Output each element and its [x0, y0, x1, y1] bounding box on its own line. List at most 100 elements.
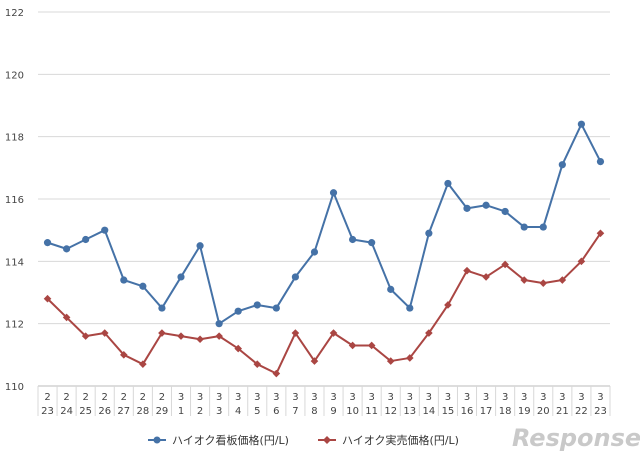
x-tick-label-month: 3 — [464, 392, 470, 403]
series-1-point — [501, 207, 509, 216]
x-tick-label-month: 3 — [216, 392, 222, 403]
y-tick-label: 118 — [5, 133, 24, 144]
x-tick-label-month: 2 — [44, 392, 50, 403]
series-2-point — [558, 276, 567, 284]
series-1-point — [425, 229, 433, 237]
x-tick-label-month: 2 — [121, 392, 127, 403]
series-1-point — [520, 223, 528, 231]
series-2-point — [367, 341, 376, 350]
x-tick-label-month: 3 — [235, 392, 241, 403]
series-2-point — [501, 260, 509, 269]
legend-label-series-1: ハイオク看板価格(円/L) — [172, 433, 289, 447]
x-axis: 2232242252262272282293132333435363738393… — [37, 385, 611, 417]
series-1-point — [368, 239, 376, 247]
x-tick-label-day: 18 — [499, 406, 512, 417]
series-2-point — [310, 357, 319, 365]
x-tick-label-month: 3 — [178, 392, 184, 403]
series-2-point — [234, 344, 242, 353]
x-tick-label-day: 16 — [461, 406, 474, 417]
x-tick-label-month: 3 — [407, 392, 413, 403]
series-2-point — [386, 357, 395, 365]
x-tick-label-month: 3 — [597, 392, 603, 403]
x-tick-label-month: 2 — [159, 392, 165, 403]
x-tick-label-day: 22 — [575, 406, 588, 417]
x-tick-label-month: 3 — [426, 392, 432, 403]
legend-label-series-2: ハイオク実売価格(円/L) — [342, 433, 459, 447]
series-2-point — [196, 335, 204, 344]
x-tick-label-day: 15 — [442, 406, 455, 417]
legend-marker-series-2 — [323, 436, 331, 444]
x-tick-label-day: 23 — [594, 406, 607, 417]
series-1-point — [558, 161, 566, 169]
series-2-point — [596, 229, 605, 238]
series-1-point — [63, 245, 71, 253]
series-1-point — [139, 282, 147, 290]
x-tick-label-month: 3 — [311, 392, 317, 403]
series-1-point — [291, 273, 299, 281]
series-2-point — [62, 313, 71, 322]
x-tick-label-day: 6 — [273, 406, 279, 417]
legend-marker-series-1 — [153, 436, 161, 444]
x-tick-label-month: 2 — [63, 392, 69, 403]
series-2-point — [177, 332, 185, 340]
series-2-point — [406, 354, 414, 362]
x-tick-label-month: 3 — [483, 392, 489, 403]
series-1-point — [310, 248, 319, 256]
series-1-point — [101, 226, 109, 234]
x-tick-label-month: 3 — [349, 392, 355, 403]
x-tick-label-day: 5 — [254, 406, 260, 417]
series-2-point — [577, 257, 586, 266]
x-tick-label-day: 2 — [197, 406, 203, 417]
grid-lines — [38, 11, 610, 387]
x-tick-label-month: 3 — [197, 392, 203, 403]
x-tick-label-day: 10 — [346, 406, 359, 417]
x-tick-label-month: 3 — [559, 392, 565, 403]
series-1-point — [329, 189, 338, 197]
series-2-point — [100, 329, 109, 337]
series-1-point — [215, 320, 223, 328]
x-tick-label-day: 17 — [480, 406, 493, 417]
series-line-1 — [47, 123, 602, 325]
x-tick-label-month: 3 — [368, 392, 374, 403]
x-tick-label-month: 3 — [502, 392, 508, 403]
x-tick-label-month: 3 — [330, 392, 336, 403]
x-tick-label-month: 3 — [445, 392, 451, 403]
x-tick-label-day: 27 — [117, 406, 130, 417]
series-2-point — [463, 266, 471, 275]
series-1-point — [463, 204, 471, 212]
series-1-point — [253, 301, 261, 309]
series-2-point — [43, 294, 52, 303]
series-2-point — [425, 329, 433, 337]
x-tick-label-month: 2 — [140, 392, 146, 403]
x-tick-label-day: 8 — [311, 406, 317, 417]
x-tick-label-day: 21 — [556, 406, 569, 417]
series-2-point — [348, 341, 357, 350]
x-tick-label-day: 19 — [518, 406, 531, 417]
y-axis: 110 112 114 116 118 120 122 — [5, 8, 24, 393]
series-2-point — [539, 279, 548, 287]
series-2-point — [215, 332, 223, 340]
series-1-point — [406, 304, 414, 312]
series-1-point — [177, 273, 185, 281]
series-1-point — [234, 307, 242, 315]
y-tick-label: 122 — [5, 8, 24, 19]
series-1-point — [444, 179, 452, 188]
x-tick-label-month: 3 — [388, 392, 394, 403]
series-2-point — [520, 276, 528, 284]
x-tick-label-month: 2 — [82, 392, 88, 403]
y-tick-label: 120 — [5, 70, 24, 81]
x-tick-label-day: 29 — [156, 406, 169, 417]
x-tick-label-day: 9 — [330, 406, 336, 417]
series-lines — [43, 120, 605, 378]
series-1-point — [596, 158, 605, 166]
series-2-point — [139, 360, 147, 368]
series-2-point — [253, 360, 262, 368]
series-2-point — [291, 329, 300, 337]
x-tick-label-month: 3 — [273, 392, 279, 403]
series-2-point — [120, 351, 128, 359]
x-tick-label-day: 28 — [136, 406, 149, 417]
series-1-point — [43, 239, 52, 247]
series-1-point — [577, 120, 586, 128]
watermark-logo: Response. — [512, 424, 640, 452]
x-tick-label-month: 3 — [578, 392, 584, 403]
